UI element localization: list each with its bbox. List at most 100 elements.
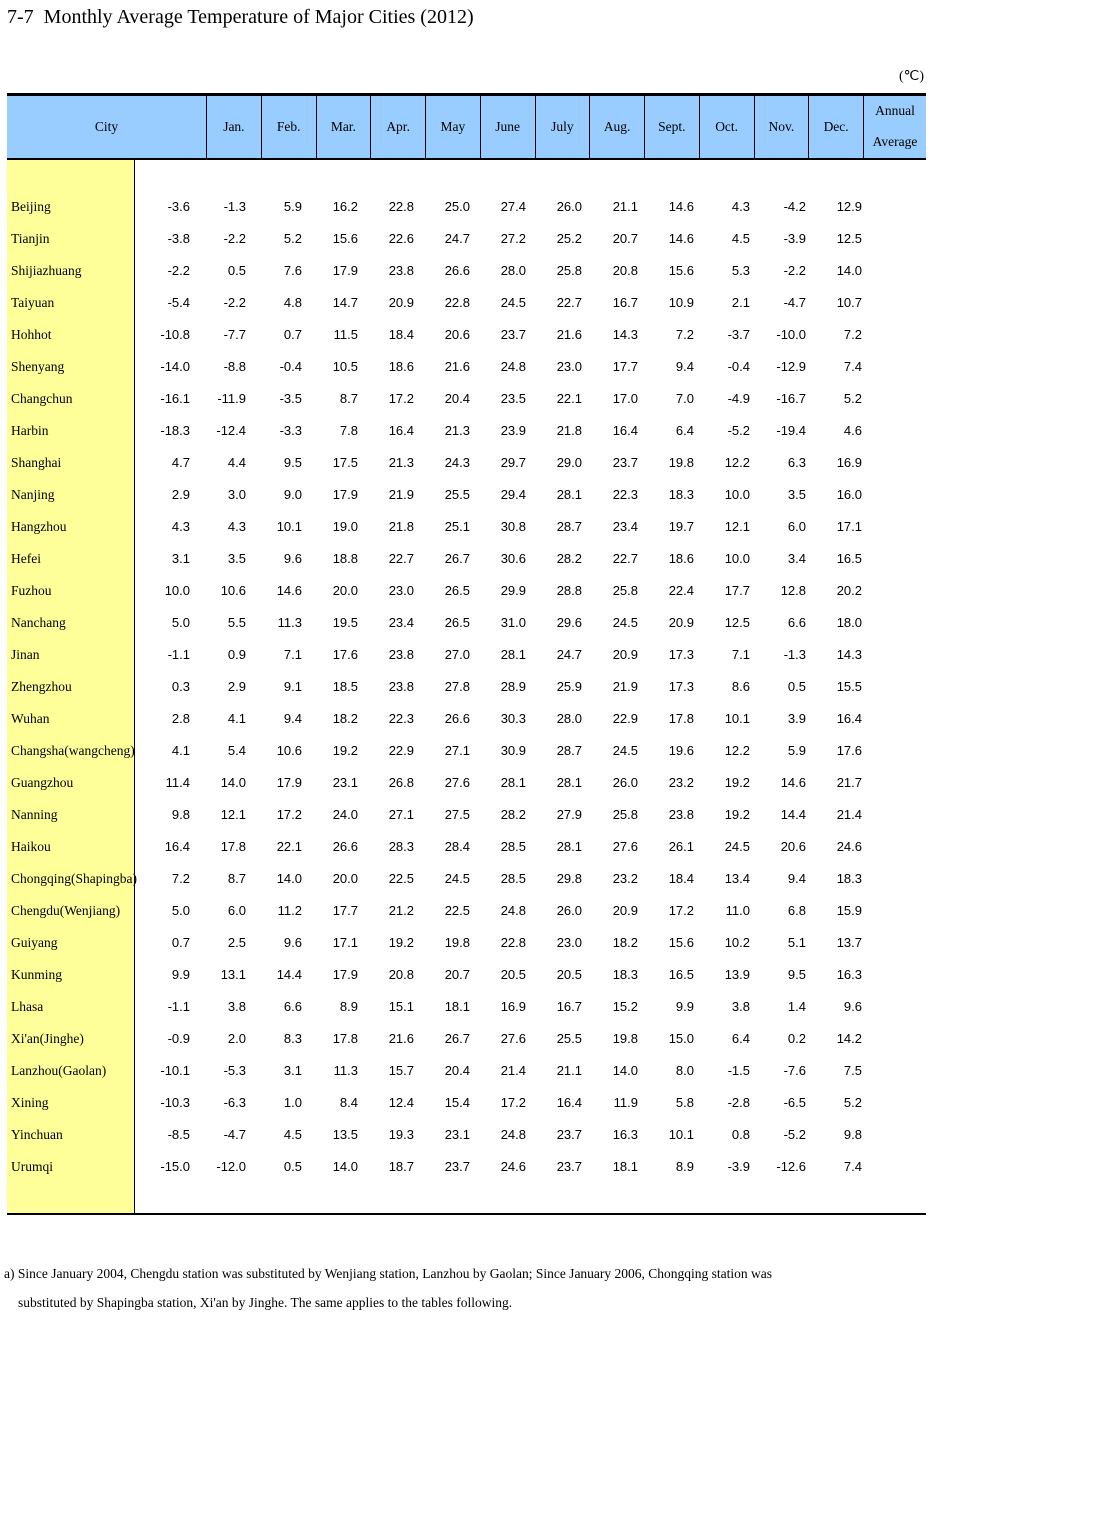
cell-value: 23.9 xyxy=(500,423,526,438)
cell-value: -18.3 xyxy=(160,423,190,438)
cell-value: 26.0 xyxy=(556,903,582,918)
cell-value: 18.3 xyxy=(836,871,862,886)
cell-value: -2.2 xyxy=(223,295,246,310)
cell-value: -16.7 xyxy=(776,391,806,406)
table-row: Nanjing 2.9 3.0 9.0 17.9 21.9 25.5 29.4 28.1 22.3… xyxy=(7,479,926,511)
unit-label: (℃) xyxy=(898,69,924,84)
cell-value: 27.1 xyxy=(388,807,414,822)
cell-value: 26.0 xyxy=(556,199,582,214)
cell-value: 14.6 xyxy=(276,583,302,598)
cell-value: 14.0 xyxy=(276,871,302,886)
cell-value: 9.5 xyxy=(787,967,806,982)
cell-value: 18.3 xyxy=(612,967,638,982)
cell-value: -3.5 xyxy=(279,391,302,406)
cell-value: 12.4 xyxy=(388,1095,414,1110)
cell-value: 6.6 xyxy=(787,615,806,630)
cell-value: 16.7 xyxy=(612,295,638,310)
cell-value: 20.4 xyxy=(444,1063,470,1078)
cell-value: 19.8 xyxy=(612,1031,638,1046)
cell-value: 0.3 xyxy=(171,679,190,694)
row-city-label: Shijiazhuang xyxy=(11,263,82,278)
cell-value: 5.3 xyxy=(731,263,750,278)
cell-value: -2.2 xyxy=(223,231,246,246)
cell-value: 26.6 xyxy=(332,839,358,854)
cell-value: 6.3 xyxy=(787,455,806,470)
cell-value: 22.9 xyxy=(388,743,414,758)
cell-value: 23.8 xyxy=(388,263,414,278)
column-header-month: June xyxy=(479,96,535,158)
cell-value: 7.1 xyxy=(283,647,302,662)
cell-value: -14.0 xyxy=(160,359,190,374)
cell-value: 9.6 xyxy=(283,935,302,950)
cell-value: 26.7 xyxy=(444,1031,470,1046)
cell-value: 28.2 xyxy=(500,807,526,822)
cell-value: 24.3 xyxy=(444,455,470,470)
cell-value: -15.0 xyxy=(160,1159,190,1174)
table-body: Beijing -3.6 -1.3 5.9 16.2 22.8 25.0 27.4 26.0 21… xyxy=(7,160,926,1215)
cell-value: 21.6 xyxy=(388,1031,414,1046)
cell-value: 3.5 xyxy=(227,551,246,566)
cell-value: 25.1 xyxy=(444,519,470,534)
footnote-line-2: substituted by Shapingba station, Xi'an … xyxy=(18,1295,513,1310)
cell-value: 21.3 xyxy=(444,423,470,438)
cell-value: 19.0 xyxy=(332,519,358,534)
cell-value: 23.5 xyxy=(500,391,526,406)
row-city-label: Changsha(wangcheng) xyxy=(11,743,135,758)
cell-value: -16.1 xyxy=(160,391,190,406)
cell-value: 25.8 xyxy=(612,583,638,598)
cell-value: 6.0 xyxy=(787,519,806,534)
cell-value: 16.5 xyxy=(668,967,694,982)
cell-value: 5.1 xyxy=(787,935,806,950)
cell-value: 18.6 xyxy=(668,551,694,566)
cell-value: -3.6 xyxy=(167,199,190,214)
cell-value: 7.4 xyxy=(843,1159,862,1174)
cell-value: 29.4 xyxy=(500,487,526,502)
cell-value: 2.9 xyxy=(227,679,246,694)
cell-value: -3.9 xyxy=(727,1159,750,1174)
cell-value: 12.2 xyxy=(724,455,750,470)
column-header-month: Aug. xyxy=(589,96,644,158)
cell-value: 14.4 xyxy=(780,807,806,822)
cell-value: 24.0 xyxy=(332,807,358,822)
cell-value: 19.2 xyxy=(388,935,414,950)
cell-value: 11.2 xyxy=(277,903,302,918)
cell-value: 25.9 xyxy=(556,679,582,694)
cell-value: 14.0 xyxy=(220,775,246,790)
cell-value: 14.0 xyxy=(332,1159,358,1174)
cell-value: 3.5 xyxy=(787,487,806,502)
cell-value: -7.7 xyxy=(223,327,246,342)
table-row: Tianjin -3.8 -2.2 5.2 15.6 22.6 24.7 27.2 25.2 20… xyxy=(7,223,926,255)
cell-value: 23.7 xyxy=(556,1159,582,1174)
cell-value: 20.6 xyxy=(444,327,470,342)
cell-value: 7.5 xyxy=(843,1063,862,1078)
cell-value: 14.2 xyxy=(836,1031,862,1046)
cell-value: 12.1 xyxy=(724,519,750,534)
cell-value: 13.9 xyxy=(724,967,750,982)
cell-value: 17.9 xyxy=(276,775,302,790)
cell-value: 30.9 xyxy=(500,743,526,758)
cell-value: 24.6 xyxy=(836,839,862,854)
cell-value: 21.9 xyxy=(612,679,638,694)
cell-value: 4.1 xyxy=(171,743,190,758)
cell-value: 0.7 xyxy=(171,935,190,950)
row-city-label: Beijing xyxy=(11,199,51,214)
cell-value: 28.4 xyxy=(444,839,470,854)
cell-value: 24.5 xyxy=(500,295,526,310)
cell-value: 16.0 xyxy=(836,487,862,502)
cell-value: 18.0 xyxy=(836,615,862,630)
cell-value: 24.8 xyxy=(500,359,526,374)
cell-value: 17.1 xyxy=(836,519,862,534)
row-city-label: Xi'an(Jinghe) xyxy=(11,1031,84,1046)
cell-value: 21.6 xyxy=(556,327,582,342)
row-city-label: Hefei xyxy=(11,551,41,566)
temperature-table: City Jan. Feb. Mar. Apr. May June July Aug. Sept.… xyxy=(7,93,926,1215)
cell-value: 18.2 xyxy=(332,711,358,726)
cell-value: 8.4 xyxy=(339,1095,358,1110)
cell-value: 28.8 xyxy=(556,583,582,598)
row-city-label: Nanjing xyxy=(11,487,55,502)
cell-value: 17.2 xyxy=(668,903,694,918)
table-row: Haikou 16.4 17.8 22.1 26.6 28.3 28.4 28.5 28.1 27… xyxy=(7,831,926,863)
cell-value: 19.2 xyxy=(724,775,750,790)
cell-value: 5.9 xyxy=(283,199,302,214)
cell-value: -6.3 xyxy=(223,1095,246,1110)
